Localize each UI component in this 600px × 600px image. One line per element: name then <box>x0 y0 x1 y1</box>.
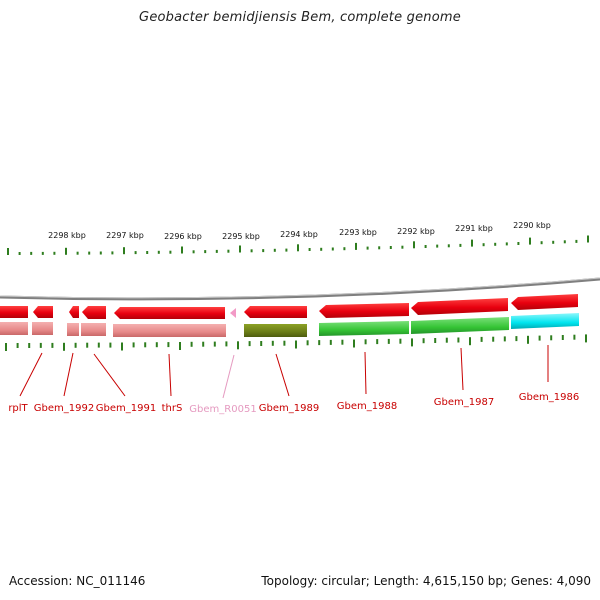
gene-label[interactable]: Gbem_R0051 <box>189 404 256 415</box>
scale-labels: 2298 kbp 2297 kbp 2296 kbp 2295 kbp 2294 kbp… <box>48 221 551 241</box>
outer-scale-ticks <box>7 235 589 255</box>
gene-feature-gbem-1987 <box>411 298 508 315</box>
genome-backbone <box>0 277 600 301</box>
gene-feature-gbem-1991 <box>82 306 106 319</box>
category-block <box>32 322 53 335</box>
gene-feature-gbem-1986 <box>511 294 578 310</box>
scale-label: 2292 kbp <box>397 227 435 236</box>
category-block <box>0 322 28 335</box>
category-block <box>411 317 509 334</box>
gene-callout-line <box>63 352 74 397</box>
gene-label-callouts: rplT Gbem_1992 Gbem_1991 thrS Gbem_R0051 Gbem… <box>8 345 579 415</box>
topology-label: Topology: circular; Length: 4,615,150 bp… <box>261 574 591 588</box>
gene-callout-line <box>460 347 464 391</box>
gene-callout-line <box>93 353 126 397</box>
scale-label: 2290 kbp <box>513 221 551 230</box>
gene-label[interactable]: Gbem_1987 <box>434 397 494 408</box>
scale-label: 2296 kbp <box>164 232 202 241</box>
gene-label[interactable]: Gbem_1992 <box>34 403 94 414</box>
gene-callout-line <box>275 353 290 397</box>
category-block <box>319 321 409 336</box>
gene-feature-gbem-1989 <box>244 306 307 318</box>
gene-feature-gbem-1991-a <box>69 306 79 318</box>
gene-label[interactable]: thrS <box>162 403 183 414</box>
scale-label: 2297 kbp <box>106 231 144 240</box>
gene-feature-gbem-R0051 <box>230 308 236 318</box>
gene-label[interactable]: Gbem_1989 <box>259 403 319 414</box>
genome-backbone-highlight <box>0 277 600 299</box>
category-block <box>67 323 79 336</box>
map-title: Geobacter bemidjiensis Bem, complete gen… <box>139 10 461 25</box>
scale-label: 2294 kbp <box>280 230 318 239</box>
gene-label[interactable]: rplT <box>8 403 28 414</box>
forward-strand-features <box>0 294 578 319</box>
gene-feature-thrS <box>114 307 225 319</box>
gene-callout-line <box>364 351 367 395</box>
category-block <box>113 324 226 337</box>
scale-label: 2293 kbp <box>339 228 377 237</box>
gene-callout-line <box>19 352 43 397</box>
category-block <box>81 323 106 336</box>
gene-label[interactable]: Gbem_1991 <box>96 403 156 414</box>
scale-label: 2291 kbp <box>455 224 493 233</box>
gene-feature-gbem-1988 <box>319 303 409 318</box>
scale-label: 2298 kbp <box>48 231 86 240</box>
inner-scale-ticks <box>5 334 587 351</box>
category-track <box>0 313 579 337</box>
gene-feature-rplT <box>0 306 28 318</box>
gene-callout-line <box>168 353 172 397</box>
gene-feature-gbem-1992 <box>33 306 53 318</box>
scale-label: 2295 kbp <box>222 232 260 241</box>
gene-label[interactable]: Gbem_1986 <box>519 392 579 403</box>
category-block <box>244 324 307 337</box>
gene-callout-line <box>222 354 235 399</box>
accession-label: Accession: NC_011146 <box>9 574 146 588</box>
gene-label[interactable]: Gbem_1988 <box>337 401 397 412</box>
category-block <box>511 313 579 329</box>
